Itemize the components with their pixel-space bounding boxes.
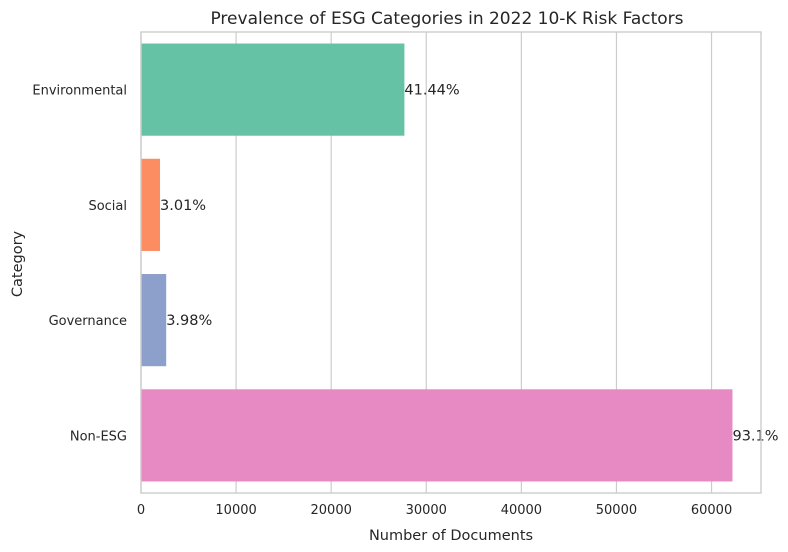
- x-tick-label: 50000: [596, 503, 637, 518]
- x-tick-label: 10000: [215, 503, 256, 518]
- bars: [141, 43, 733, 482]
- x-tick-label: 0: [137, 503, 145, 518]
- bar-data-label: 41.44%: [404, 83, 459, 99]
- bar-data-label: 3.98%: [166, 313, 212, 329]
- y-tick-label: Governance: [49, 314, 127, 329]
- y-tick-label: Non-ESG: [70, 429, 127, 444]
- x-tick-label: 40000: [501, 503, 542, 518]
- bar-data-label: 93.1%: [732, 428, 778, 444]
- plot-frame: [140, 31, 762, 494]
- bar-data-label: 3.01%: [160, 198, 206, 214]
- data-labels: 41.44% 3.01% 3.98% 93.1%: [160, 83, 779, 445]
- x-axis-label: Number of Documents: [369, 528, 533, 544]
- bar: [141, 158, 161, 251]
- bar: [141, 389, 733, 482]
- bar: [141, 274, 167, 367]
- y-axis-label: Category: [10, 230, 26, 297]
- bar: [141, 43, 405, 136]
- x-tick-labels: 0 10000 20000 30000 40000 50000 60000: [137, 503, 732, 518]
- x-tick-label: 60000: [691, 503, 732, 518]
- x-tick-label: 30000: [406, 503, 447, 518]
- y-tick-labels: Environmental Social Governance Non-ESG: [32, 84, 127, 445]
- y-tick-label: Environmental: [32, 84, 127, 99]
- chart-title: Prevalence of ESG Categories in 2022 10-…: [210, 9, 683, 29]
- x-tick-label: 20000: [311, 503, 352, 518]
- y-tick-label: Social: [88, 199, 127, 214]
